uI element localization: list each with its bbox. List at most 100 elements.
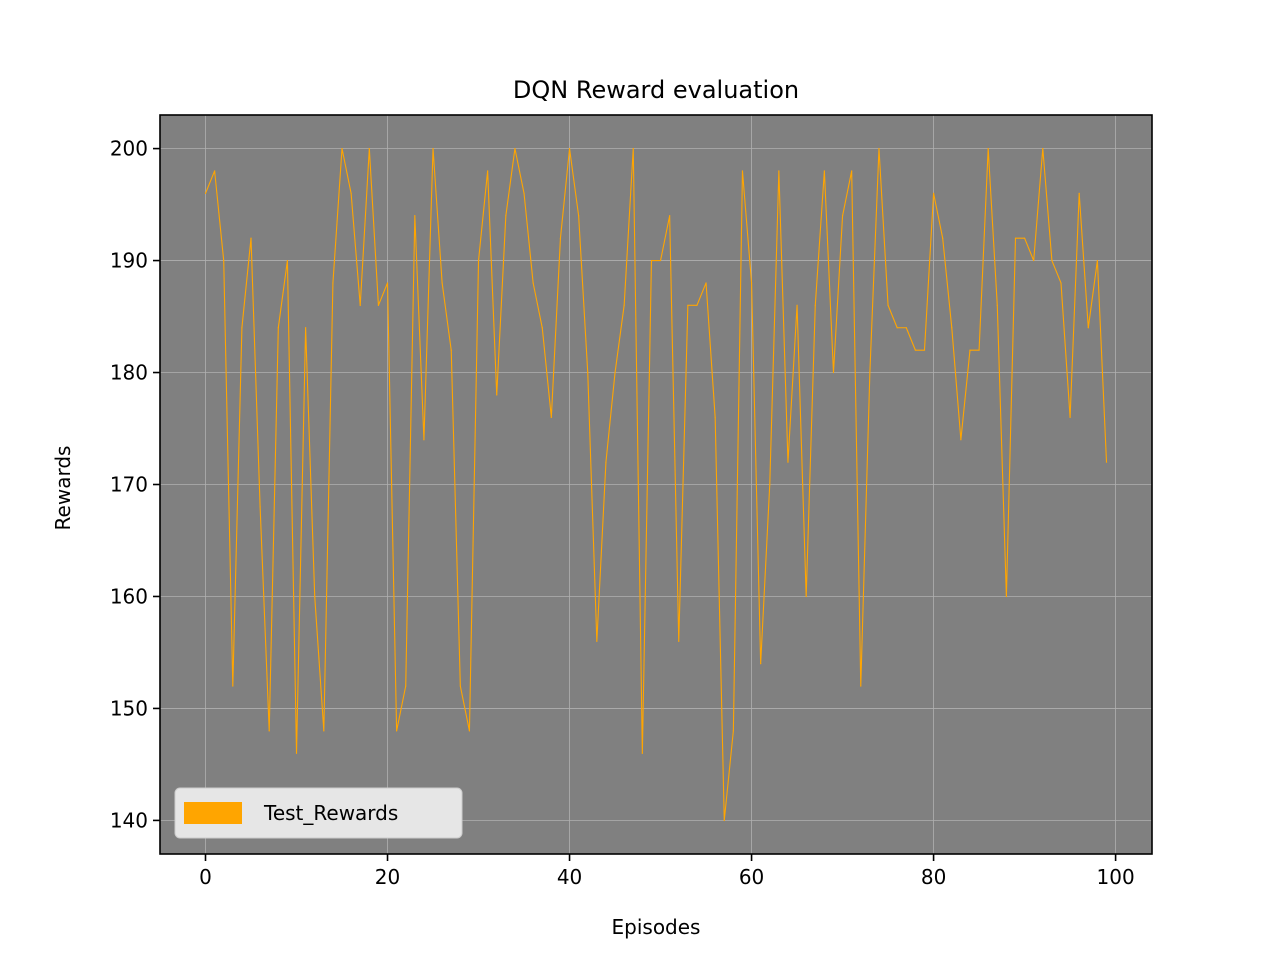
data-point	[1042, 147, 1044, 150]
data-point	[314, 595, 316, 598]
data-point	[250, 237, 252, 239]
data-point	[814, 304, 816, 306]
data-point	[869, 371, 871, 374]
y-axis-title: Rewards	[51, 446, 75, 531]
data-point	[705, 282, 707, 284]
data-point	[286, 259, 289, 262]
x-tick-label: 40	[557, 865, 582, 889]
data-point	[969, 349, 971, 351]
data-point	[368, 147, 370, 150]
data-point	[669, 215, 671, 217]
data-point	[341, 147, 343, 150]
x-axis-title: Episodes	[612, 915, 701, 939]
data-point	[650, 259, 653, 262]
data-point	[323, 730, 325, 732]
data-point	[405, 685, 407, 687]
data-point	[477, 259, 480, 262]
data-point	[887, 304, 889, 306]
data-point	[541, 327, 543, 329]
data-point	[923, 349, 926, 351]
data-point	[1078, 192, 1080, 194]
y-tick-label: 190	[110, 249, 148, 273]
data-point	[932, 192, 935, 194]
data-point	[396, 730, 398, 732]
data-point	[496, 394, 498, 396]
data-point	[960, 439, 962, 441]
y-tick-label: 160	[110, 584, 148, 608]
data-point	[732, 730, 734, 732]
data-point	[787, 461, 789, 463]
series-layer	[204, 147, 1108, 822]
data-point	[523, 192, 525, 194]
legend: Test_Rewards	[174, 787, 463, 839]
series-line-test-rewards	[204, 148, 1108, 821]
data-point	[359, 304, 361, 306]
data-point	[996, 304, 998, 306]
data-point	[305, 327, 307, 329]
data-point	[459, 685, 461, 687]
data-point	[441, 282, 443, 284]
data-point	[878, 147, 880, 150]
data-point	[450, 349, 452, 351]
data-point	[432, 147, 434, 150]
data-point	[1105, 461, 1108, 463]
data-point	[851, 170, 853, 172]
data-point	[987, 147, 989, 150]
data-point	[978, 349, 980, 351]
data-point	[896, 327, 898, 329]
data-point	[778, 170, 780, 172]
data-point	[223, 259, 225, 262]
data-point	[860, 685, 862, 687]
data-point	[942, 237, 944, 239]
y-tick-label: 180	[110, 361, 148, 385]
data-point	[1087, 327, 1089, 329]
y-tick-label: 150	[110, 696, 148, 720]
data-point	[659, 259, 662, 262]
x-tick-label: 60	[739, 865, 764, 889]
data-point	[596, 640, 598, 642]
data-point	[232, 685, 234, 687]
data-point	[578, 215, 580, 217]
grid-lines	[160, 115, 1152, 854]
data-point	[832, 371, 835, 374]
data-point	[259, 506, 261, 508]
data-point	[805, 595, 807, 598]
data-point	[350, 192, 352, 194]
data-point	[241, 327, 243, 329]
data-point	[823, 170, 825, 172]
data-point	[295, 752, 298, 754]
data-point	[605, 461, 607, 463]
data-point	[277, 327, 279, 329]
data-point	[723, 819, 725, 822]
data-point	[641, 752, 643, 754]
data-point	[614, 371, 616, 374]
data-point	[568, 147, 571, 150]
data-point	[1051, 259, 1053, 262]
data-point	[550, 416, 552, 418]
axis-ticks: 0 20 40 60 80 100 140 150 160 170 180 190 200	[110, 137, 1135, 889]
data-point	[841, 215, 844, 217]
data-point	[1014, 237, 1017, 239]
data-point	[741, 170, 744, 172]
data-point	[1096, 259, 1098, 262]
data-point	[769, 483, 771, 486]
data-point	[214, 170, 216, 172]
x-tick-label: 100	[1097, 865, 1135, 889]
y-tick-label: 200	[110, 137, 148, 161]
data-point	[623, 304, 625, 306]
data-point	[760, 663, 762, 665]
data-point	[332, 282, 334, 284]
data-point	[423, 439, 425, 441]
data-point	[377, 304, 380, 306]
x-tick-label: 80	[921, 865, 946, 889]
data-point	[386, 282, 389, 284]
data-point	[687, 304, 689, 306]
data-point	[414, 215, 416, 217]
data-point	[1005, 595, 1007, 598]
data-point	[1033, 259, 1035, 262]
data-point	[796, 304, 798, 306]
data-point	[532, 282, 534, 284]
x-tick-label: 20	[375, 865, 400, 889]
